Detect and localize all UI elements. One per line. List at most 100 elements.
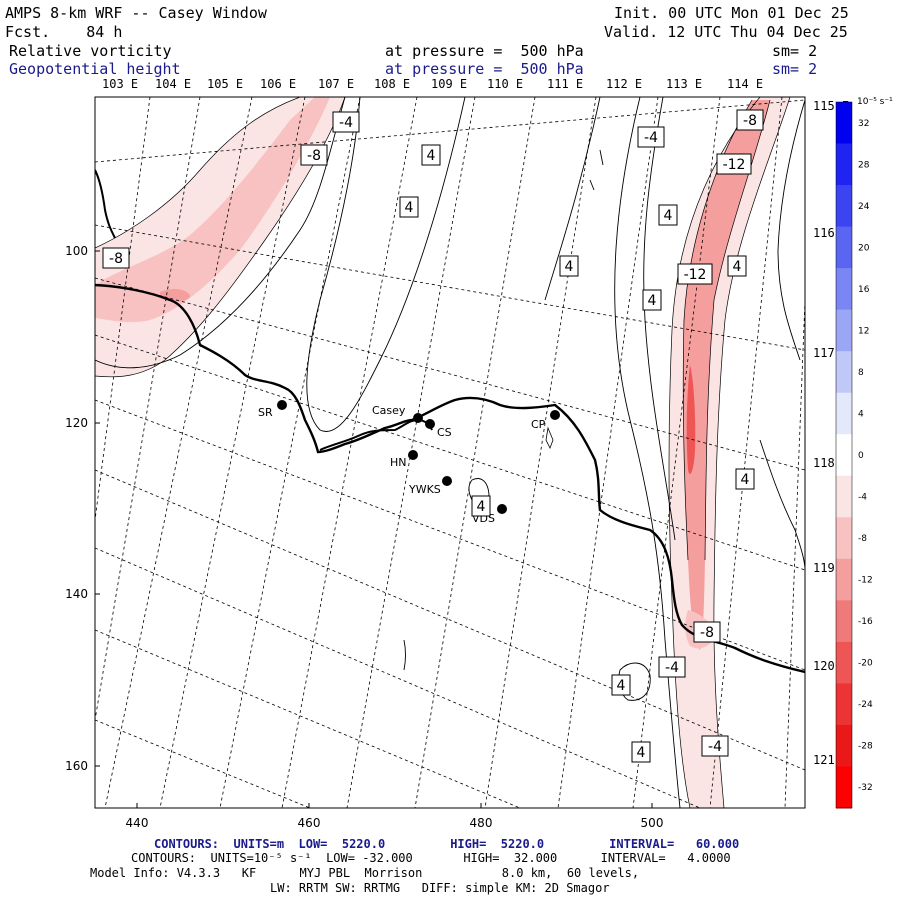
y-tick-160: 160 bbox=[65, 759, 88, 773]
lon-label-112: 112 E bbox=[606, 77, 643, 91]
svg-text:-8: -8 bbox=[109, 251, 123, 267]
station-cs-label: CS bbox=[437, 426, 452, 439]
lon-label-114: 114 E bbox=[727, 77, 764, 91]
colorbar-swatch bbox=[836, 185, 852, 228]
colorbar-level-label: 16 bbox=[858, 285, 870, 295]
colorbar-level-label: -12 bbox=[858, 576, 873, 586]
svg-text:-4: -4 bbox=[665, 660, 679, 676]
svg-text:-4: -4 bbox=[708, 739, 722, 755]
y-tick-120: 120 bbox=[65, 416, 88, 430]
colorbar-level-label: 20 bbox=[858, 243, 870, 253]
colorbar-swatch bbox=[836, 558, 852, 601]
contours-height-info: CONTOURS: UNITS=m LOW= 5220.0 HIGH= 5220… bbox=[154, 837, 740, 851]
station-hn-marker bbox=[408, 450, 418, 460]
x-tick-500: 500 bbox=[641, 816, 664, 830]
station-ywks-label: YWKS bbox=[408, 483, 441, 496]
coastline bbox=[95, 283, 805, 674]
colorbar-level-label: 24 bbox=[858, 202, 870, 212]
x-tick-460: 460 bbox=[298, 816, 321, 830]
colorbar-level-label: -28 bbox=[858, 742, 873, 752]
x-tick-440: 440 bbox=[126, 816, 149, 830]
coastline-inlet bbox=[95, 169, 116, 239]
svg-text:4: 4 bbox=[405, 200, 414, 216]
colorbar-swatch bbox=[836, 226, 852, 269]
colorbar-swatch bbox=[836, 309, 852, 352]
colorbar: 32 28 24 20 16 12 8 4 0 -4 -8 -12 -16 -20 -24 -28 -32 bbox=[835, 101, 873, 809]
svg-text:4: 4 bbox=[477, 499, 486, 515]
svg-text:-12: -12 bbox=[723, 157, 746, 173]
svg-text:4: 4 bbox=[648, 293, 657, 309]
lon-label-105: 105 E bbox=[207, 77, 244, 91]
contour-label: 4 bbox=[642, 289, 662, 311]
coastline-casey bbox=[319, 418, 433, 451]
station-cp-marker bbox=[550, 410, 560, 420]
colorbar-level-label: -24 bbox=[858, 700, 873, 710]
colorbar-swatch bbox=[836, 641, 852, 684]
contour-label: -12 bbox=[677, 263, 713, 285]
svg-text:4: 4 bbox=[637, 745, 646, 761]
colorbar-swatch bbox=[836, 517, 852, 560]
colorbar-swatch bbox=[836, 600, 852, 643]
contour-label: -8 bbox=[300, 144, 328, 166]
contour-label: -4 bbox=[637, 126, 665, 148]
colorbar-level-label: -4 bbox=[858, 493, 867, 503]
colorbar-swatch bbox=[836, 351, 852, 394]
svg-text:-12: -12 bbox=[684, 267, 707, 283]
physics-info: LW: RRTM SW: RRTMG DIFF: simple KM: 2D S… bbox=[270, 881, 610, 895]
contour-label: -4 bbox=[332, 111, 360, 133]
graticule bbox=[95, 97, 805, 808]
svg-text:-4: -4 bbox=[644, 130, 658, 146]
station-cp-label: CP bbox=[531, 418, 546, 431]
lon-label-113: 113 E bbox=[666, 77, 703, 91]
colorbar-level-label: -8 bbox=[858, 534, 867, 544]
field1-level: at pressure = 500 hPa bbox=[385, 42, 584, 60]
contour-label: 4 bbox=[559, 255, 579, 277]
colorbar-level-label: -16 bbox=[858, 617, 873, 627]
height-contours bbox=[95, 97, 805, 808]
contour-label: 4 bbox=[735, 468, 755, 490]
vorticity-shade-east-inner bbox=[683, 100, 770, 650]
lon-label-104: 104 E bbox=[155, 77, 192, 91]
colorbar-level-label: -20 bbox=[858, 659, 873, 669]
svg-text:4: 4 bbox=[664, 208, 673, 224]
field2-name: Geopotential height bbox=[9, 60, 181, 78]
station-cs-marker bbox=[425, 419, 435, 429]
model-title: AMPS 8-km WRF -- Casey Window bbox=[5, 4, 267, 22]
field1-smoothing: sm= 2 bbox=[772, 42, 818, 60]
ice-feature bbox=[545, 426, 554, 449]
contour-label: -4 bbox=[658, 656, 686, 678]
map-plot-area: SR Casey CS CP HN YWKS VDS -4 -8 4 4 -8 … bbox=[95, 97, 805, 808]
contour-label: 4 bbox=[421, 144, 441, 166]
lon-label-107: 107 E bbox=[318, 77, 355, 91]
svg-text:-8: -8 bbox=[307, 148, 321, 164]
colorbar-level-label: 0 bbox=[858, 451, 864, 461]
colorbar-level-label: 8 bbox=[858, 368, 864, 378]
y-tick-140: 140 bbox=[65, 587, 88, 601]
contour-label: -12 bbox=[716, 153, 752, 175]
colorbar-level-label: 28 bbox=[858, 160, 870, 170]
contour-label: -4 bbox=[701, 735, 729, 757]
valid-time: Valid. 12 UTC Thu 04 Dec 25 bbox=[604, 23, 848, 41]
y-axis: 100 120 140 160 bbox=[65, 244, 100, 773]
colorbar-swatch bbox=[836, 766, 852, 809]
contour-label: 4 bbox=[631, 741, 651, 763]
contour-label: 4 bbox=[658, 204, 678, 226]
station-casey-label: Casey bbox=[372, 404, 406, 417]
svg-text:-8: -8 bbox=[743, 113, 757, 129]
lon-label-108: 108 E bbox=[374, 77, 411, 91]
colorbar-level-label: 32 bbox=[858, 119, 869, 129]
svg-text:4: 4 bbox=[741, 472, 750, 488]
x-tick-480: 480 bbox=[470, 816, 493, 830]
station-hn-label: HN bbox=[390, 456, 407, 469]
field1-name: Relative vorticity bbox=[9, 42, 172, 60]
colorbar-swatch bbox=[836, 434, 852, 477]
contour-label: -8 bbox=[693, 621, 721, 643]
svg-text:4: 4 bbox=[565, 259, 574, 275]
colorbar-level-label: 4 bbox=[858, 409, 864, 419]
station-sr-marker bbox=[277, 400, 287, 410]
plot-frame bbox=[94, 96, 806, 809]
contour-label: -8 bbox=[736, 109, 764, 131]
station-sr-label: SR bbox=[258, 406, 273, 419]
station-ywks-marker bbox=[442, 476, 452, 486]
contour-label: -8 bbox=[102, 247, 130, 269]
